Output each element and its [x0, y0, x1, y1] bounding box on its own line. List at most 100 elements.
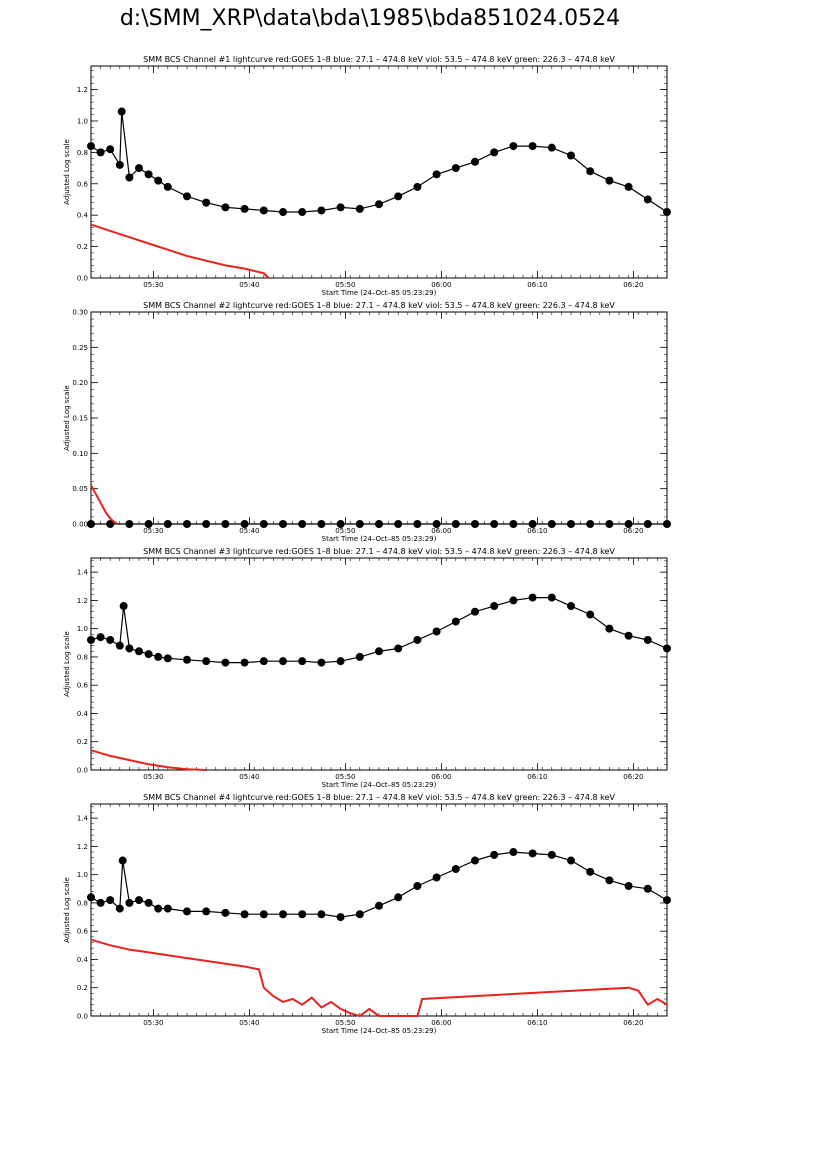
x-tick-label: 05:50: [335, 773, 355, 781]
data-point: [547, 520, 556, 528]
x-tick-label: 05:40: [239, 773, 259, 781]
data-point: [221, 658, 230, 667]
panel-1: SMM BCS Channel #1 lightcurve red:GOES 1…: [63, 55, 671, 297]
goes-curve: [90, 484, 119, 525]
data-point: [87, 635, 95, 644]
data-point: [451, 164, 460, 173]
data-point: [567, 151, 575, 160]
data-point: [144, 898, 153, 907]
data-point: [87, 520, 95, 528]
y-axis-label: Adjusted Log scale: [63, 385, 71, 451]
data-point: [298, 910, 307, 919]
y-tick-label: 0.8: [77, 149, 88, 157]
data-point: [279, 657, 287, 666]
data-point: [259, 657, 268, 666]
data-point: [528, 593, 537, 602]
data-point: [119, 602, 128, 611]
data-point: [115, 641, 124, 650]
x-tick-label: 05:40: [239, 1019, 259, 1027]
data-point: [451, 617, 460, 626]
data-point: [567, 520, 575, 528]
y-tick-label: 0.8: [77, 899, 88, 907]
data-point: [183, 907, 191, 916]
data-point: [106, 145, 115, 154]
y-tick-label: 0.6: [77, 928, 89, 936]
data-point: [355, 204, 364, 213]
y-axis-label: Adjusted Log scale: [63, 139, 71, 205]
data-point: [106, 520, 115, 528]
data-point: [183, 655, 191, 664]
data-point: [96, 898, 105, 907]
data-point: [163, 182, 172, 191]
data-point: [643, 884, 652, 893]
data-point: [375, 200, 383, 209]
x-tick-label: 06:10: [527, 1019, 547, 1027]
data-point: [567, 856, 575, 865]
data-point: [624, 520, 633, 528]
data-point: [279, 520, 287, 528]
data-point: [413, 881, 422, 890]
data-point: [259, 910, 268, 919]
data-point: [528, 142, 537, 151]
data-point: [432, 170, 441, 179]
y-tick-label: 0.2: [77, 984, 88, 992]
data-point: [663, 896, 671, 905]
data-point: [154, 176, 163, 185]
data-point: [413, 635, 422, 644]
data-point: [336, 657, 345, 666]
data-point: [117, 107, 126, 116]
data-point: [605, 624, 614, 633]
y-tick-label: 0.6: [77, 180, 89, 188]
data-point: [605, 876, 614, 885]
y-tick-label: 1.2: [77, 86, 88, 94]
data-point: [394, 644, 403, 653]
panel-title: SMM BCS Channel #3 lightcurve red:GOES 1…: [143, 547, 615, 556]
data-point: [317, 658, 326, 667]
data-point: [259, 206, 268, 215]
data-point: [96, 148, 105, 157]
data-point: [125, 520, 134, 528]
y-tick-label: 1.0: [77, 625, 88, 633]
data-point: [509, 520, 518, 528]
data-point: [355, 520, 364, 528]
data-point: [259, 520, 268, 528]
data-point: [547, 593, 556, 602]
y-tick-label: 0.0: [77, 767, 88, 775]
data-point: [509, 596, 518, 605]
data-point: [202, 907, 211, 916]
y-tick-label: 0.25: [72, 344, 88, 352]
y-tick-label: 1.0: [77, 117, 88, 125]
data-point: [183, 520, 191, 528]
data-point: [375, 901, 383, 910]
data-point: [240, 910, 249, 919]
data-point: [106, 896, 115, 905]
y-axis-label: Adjusted Log scale: [63, 877, 71, 943]
panel-title: SMM BCS Channel #1 lightcurve red:GOES 1…: [143, 55, 615, 64]
data-point: [240, 204, 249, 213]
data-point: [624, 631, 633, 640]
x-axis-label: Start Time (24–Oct–85 05:23:29): [322, 1027, 437, 1035]
y-tick-label: 1.2: [77, 597, 88, 605]
data-point: [144, 170, 153, 179]
y-tick-label: 0.20: [72, 379, 88, 387]
data-point: [317, 520, 326, 528]
data-point: [144, 520, 153, 528]
data-point: [624, 881, 633, 890]
panel-2: SMM BCS Channel #2 lightcurve red:GOES 1…: [63, 301, 671, 543]
data-point: [154, 904, 163, 913]
x-tick-label: 05:50: [335, 527, 355, 535]
data-point: [586, 867, 595, 876]
y-tick-label: 1.4: [77, 569, 89, 577]
y-tick-label: 0.2: [77, 738, 88, 746]
data-point: [471, 157, 479, 166]
x-tick-label: 05:30: [143, 1019, 163, 1027]
data-point: [355, 910, 364, 919]
y-tick-label: 0.4: [77, 956, 89, 964]
panel-title: SMM BCS Channel #4 lightcurve red:GOES 1…: [143, 793, 615, 802]
data-point: [394, 893, 403, 902]
data-point: [317, 206, 326, 215]
x-tick-label: 05:50: [335, 281, 355, 289]
data-point: [663, 644, 671, 653]
data-point: [202, 520, 211, 528]
data-point: [336, 203, 345, 212]
